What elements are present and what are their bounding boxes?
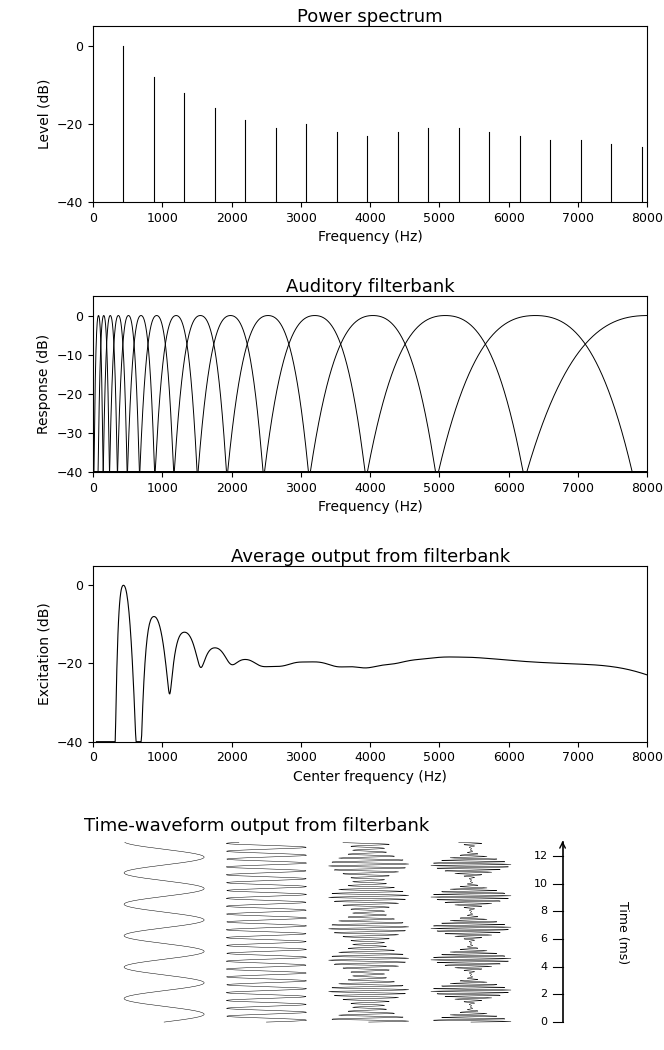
Y-axis label: Excitation (dB): Excitation (dB) — [37, 603, 51, 705]
Text: 6: 6 — [540, 934, 548, 944]
Text: 0: 0 — [540, 1017, 548, 1027]
Text: 2: 2 — [540, 989, 548, 1000]
X-axis label: Center frequency (Hz): Center frequency (Hz) — [293, 770, 447, 784]
X-axis label: Frequency (Hz): Frequency (Hz) — [318, 231, 422, 245]
Y-axis label: Level (dB): Level (dB) — [37, 79, 51, 149]
Title: Power spectrum: Power spectrum — [297, 8, 443, 26]
Text: 10: 10 — [534, 879, 548, 889]
X-axis label: Frequency (Hz): Frequency (Hz) — [318, 500, 422, 514]
Text: 4: 4 — [540, 962, 548, 972]
Y-axis label: Response (dB): Response (dB) — [37, 334, 51, 434]
Text: 12: 12 — [533, 852, 548, 861]
Title: Auditory filterbank: Auditory filterbank — [286, 278, 454, 296]
Title: Average output from filterbank: Average output from filterbank — [230, 547, 510, 566]
Text: 8: 8 — [540, 906, 548, 917]
Text: Time-waveform output from filterbank: Time-waveform output from filterbank — [84, 817, 429, 836]
Text: Time (ms): Time (ms) — [616, 901, 629, 964]
